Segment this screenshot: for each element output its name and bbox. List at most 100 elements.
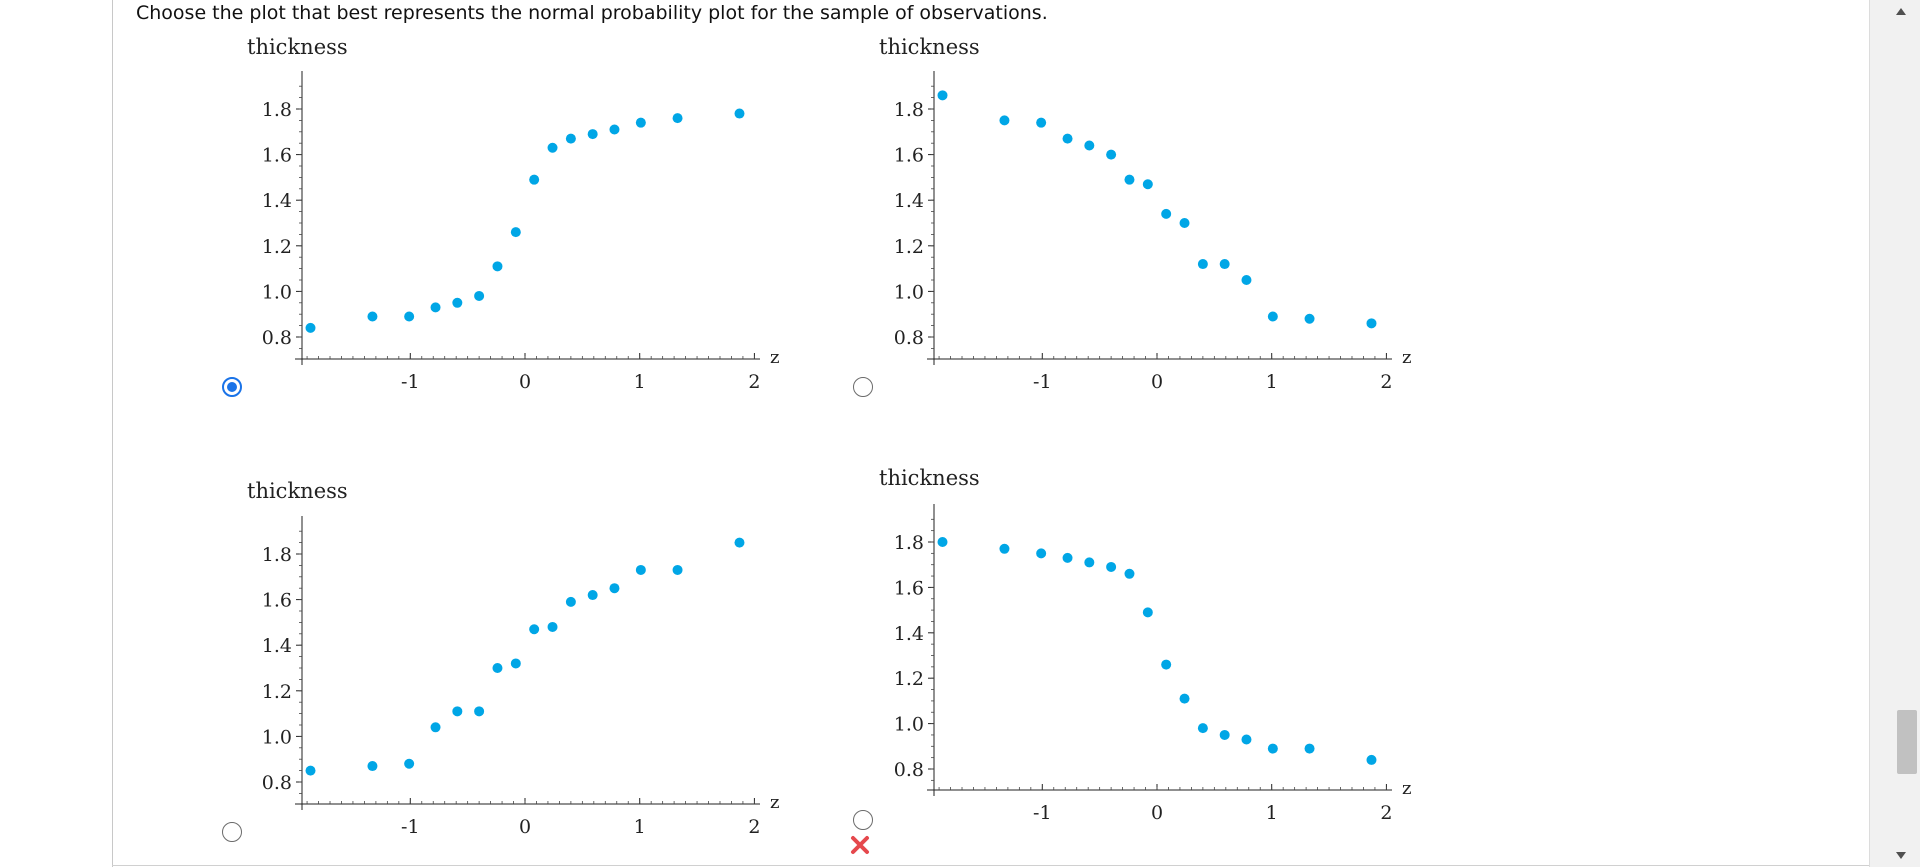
y-tick-label: 1.2 (894, 668, 924, 690)
y-tick-label: 0.8 (262, 327, 292, 349)
data-point (547, 621, 558, 632)
x-tick-label: 2 (1380, 802, 1392, 824)
y-tick-label: 1.0 (262, 281, 292, 303)
y-tick-label: 1.8 (894, 99, 924, 121)
y-axis-label: thickness (247, 479, 348, 503)
y-tick-label: 0.8 (894, 759, 924, 781)
data-point (1036, 548, 1047, 559)
y-tick-label: 1.8 (894, 532, 924, 554)
data-point (367, 311, 378, 322)
y-tick-label: 1.6 (894, 145, 924, 167)
data-point (587, 129, 598, 140)
y-tick-label: 1.2 (262, 681, 292, 703)
data-point (1106, 149, 1117, 160)
x-tick-label: 2 (748, 816, 760, 838)
data-point (635, 117, 646, 128)
data-point (1366, 754, 1377, 765)
data-point (999, 543, 1010, 554)
x-tick-label: 1 (634, 816, 646, 838)
x-tick-label: 0 (1151, 371, 1163, 393)
data-point (492, 261, 503, 272)
data-point (1241, 734, 1252, 745)
y-tick-label: 1.6 (262, 145, 292, 167)
x-axis-label: z (770, 347, 779, 368)
data-point (1241, 275, 1252, 285)
arrow-up-icon[interactable] (1896, 8, 1906, 15)
data-point (587, 590, 598, 601)
data-point (1267, 743, 1278, 754)
data-point (547, 142, 558, 153)
radio-option-2[interactable] (853, 377, 873, 397)
data-point (1062, 552, 1073, 563)
x-icon (851, 836, 869, 854)
data-point (1124, 174, 1135, 185)
plot-option-3: thickness z 0.8 1.0 1.2 1.4 1.6 1.8 -1 0 1 2 (247, 479, 779, 838)
data-point (1161, 208, 1172, 219)
y-tick-label: 1.8 (262, 544, 292, 566)
x-axis-label: z (1402, 778, 1411, 799)
y-tick-label: 1.8 (262, 99, 292, 121)
question-text: Choose the plot that best represents the… (136, 2, 1048, 24)
x-tick-label: 0 (519, 816, 531, 838)
data-point (609, 124, 620, 135)
data-point (404, 758, 415, 769)
data-point (305, 322, 316, 333)
data-point (1197, 259, 1208, 270)
radio-option-4[interactable] (853, 810, 873, 830)
y-tick-label: 1.6 (262, 590, 292, 612)
arrow-down-icon[interactable] (1896, 852, 1906, 859)
y-axis-label: thickness (879, 466, 980, 490)
data-point (492, 663, 503, 673)
x-tick-label: 0 (519, 371, 531, 393)
data-point (529, 624, 540, 635)
data-point (1036, 117, 1047, 128)
data-point (1267, 311, 1278, 322)
y-axis-label: thickness (247, 35, 348, 59)
radio-option-3[interactable] (222, 822, 242, 842)
data-point (937, 90, 948, 101)
y-tick-label: 0.8 (894, 327, 924, 349)
data-point (474, 706, 485, 717)
y-axis-label: thickness (879, 35, 980, 59)
data-point (305, 765, 316, 776)
y-tick-label: 1.4 (894, 190, 924, 212)
x-tick-label: 1 (634, 371, 646, 393)
data-point (1366, 318, 1377, 329)
scrollbar-thumb[interactable] (1897, 710, 1917, 774)
data-point (1219, 729, 1230, 740)
data-point (452, 706, 463, 717)
data-point (672, 113, 683, 124)
data-point (1179, 218, 1190, 228)
data-point (565, 596, 576, 607)
data-point (1304, 313, 1315, 324)
y-tick-label: 1.4 (894, 623, 924, 645)
x-tick-label: 1 (1266, 371, 1278, 393)
x-axis-label: z (770, 792, 779, 813)
data-point (734, 108, 745, 119)
y-tick-label: 1.2 (894, 236, 924, 258)
data-point (1197, 723, 1208, 734)
plot-option-2: thickness z 0.8 1.0 1.2 1.4 1.6 1.8 -1 0 1 2 (879, 35, 1411, 393)
data-point (1084, 140, 1095, 151)
data-point (937, 537, 948, 547)
data-point (510, 658, 521, 669)
x-tick-label: -1 (1033, 802, 1052, 824)
x-tick-label: 0 (1151, 802, 1163, 824)
data-point (1179, 693, 1190, 704)
data-point (1106, 561, 1117, 572)
data-point (1124, 568, 1135, 579)
data-point (1142, 179, 1153, 190)
plot-option-4: thickness z 0.8 1.0 1.2 1.4 1.6 1.8 -1 0 1 2 (879, 466, 1411, 824)
y-tick-label: 1.0 (894, 714, 924, 736)
data-point (565, 133, 576, 144)
data-point (430, 302, 441, 313)
data-point (609, 583, 620, 594)
content-border (112, 0, 113, 867)
x-tick-label: -1 (1033, 371, 1052, 393)
radio-option-1[interactable] (222, 377, 242, 397)
data-point (635, 564, 646, 575)
plot-option-1: thickness z 0.8 1.0 1.2 1.4 1.6 1.8 -1 0 1 2 (247, 35, 779, 393)
data-point (510, 227, 521, 238)
y-tick-label: 1.4 (262, 635, 292, 657)
data-point (1062, 133, 1073, 144)
